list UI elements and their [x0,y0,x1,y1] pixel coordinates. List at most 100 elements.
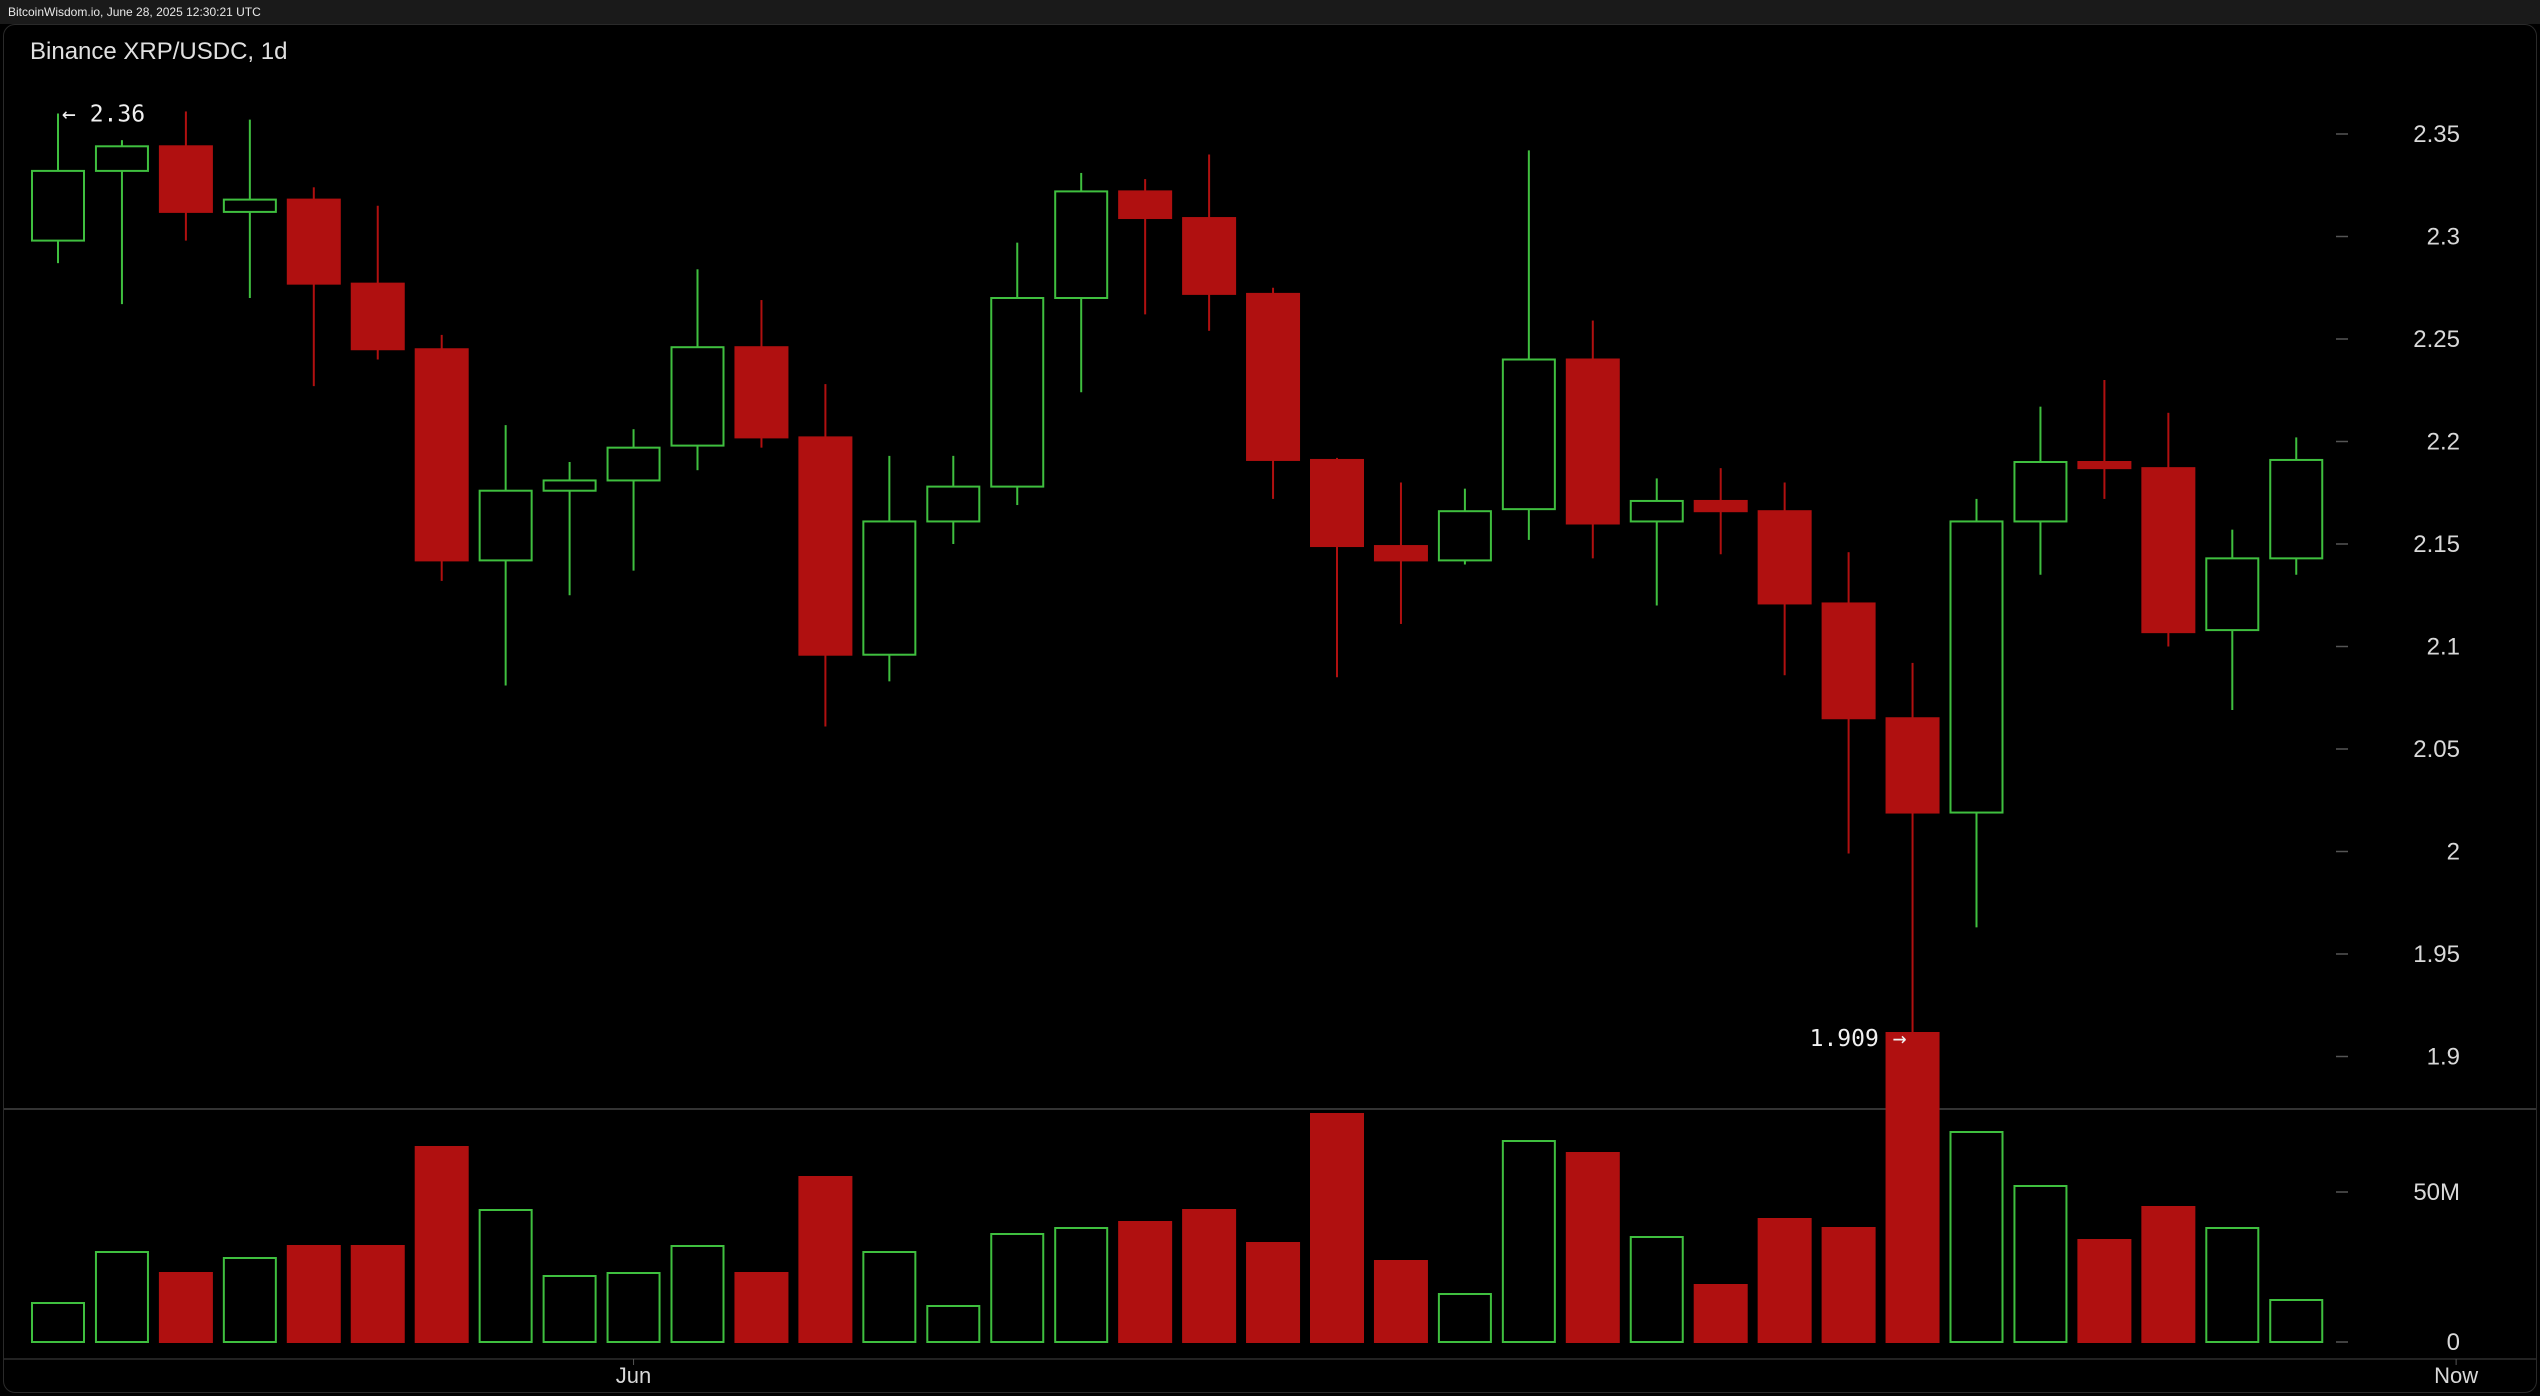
candle-body [542,479,597,492]
volume-bar[interactable] [1310,1113,1364,1343]
candle[interactable] [1693,468,1748,555]
candle[interactable] [1885,662,1940,1039]
volume-bar[interactable] [734,1272,789,1343]
volume-bar[interactable] [1821,1227,1876,1343]
candle[interactable] [1373,482,1428,624]
candle-body [1373,545,1428,562]
candle[interactable] [31,113,85,264]
price-axis: 2.35 2.3 2.25 2.2 2.15 2.1 2.05 2 1.95 1.9 [2336,121,2460,1071]
volume-bar[interactable] [478,1209,533,1343]
candle[interactable] [1118,179,1173,315]
high-annotation: ← 2.36 [62,102,145,128]
candle[interactable] [2141,412,2196,647]
candle[interactable] [414,334,469,581]
candle-body [1949,520,2004,814]
candle[interactable] [350,205,405,360]
volume-bar[interactable] [1246,1242,1301,1343]
candle-body [2269,458,2324,560]
candle-body [2077,461,2132,470]
volume-bar[interactable] [158,1272,213,1343]
candle[interactable] [670,269,725,471]
volume-bar[interactable] [798,1176,853,1343]
candle-body [2205,557,2260,632]
volume-bar[interactable] [926,1305,981,1343]
candle[interactable] [1565,320,1620,559]
candle-body [478,489,533,562]
candle[interactable] [2013,406,2068,575]
candle-body [1565,358,1620,525]
volume-bar[interactable] [31,1302,85,1343]
candle[interactable] [862,455,917,682]
volume-bar[interactable] [1118,1221,1173,1343]
timestamp: BitcoinWisdom.io, June 28, 2025 12:30:21… [8,5,261,19]
candle[interactable] [1949,498,2004,928]
candle[interactable] [990,242,1045,506]
candle[interactable] [286,187,341,387]
chart-title: Binance XRP/USDC, 1d [30,38,288,65]
volume-bar[interactable] [1757,1218,1812,1343]
candle-body [1054,190,1109,299]
candle-body [222,198,277,213]
candle[interactable] [1437,488,1492,565]
volume-bar[interactable] [1629,1236,1684,1343]
candle-body [2013,461,2068,523]
candle[interactable] [94,140,149,305]
volume-bar[interactable] [2205,1227,2260,1343]
volume-bar[interactable] [606,1272,661,1343]
volume-bar[interactable] [1373,1260,1428,1343]
volume-bar[interactable] [1885,1032,1940,1343]
candle[interactable] [542,462,597,596]
candle[interactable] [606,429,661,571]
volume-bar[interactable] [222,1257,277,1343]
candle[interactable] [1629,478,1684,606]
volume-bar[interactable] [542,1275,597,1343]
candles [31,111,2324,1039]
volume-bar[interactable] [1182,1209,1237,1343]
volume-bar[interactable] [94,1251,149,1343]
volume-bar[interactable] [414,1146,469,1343]
candle-body [414,348,469,562]
volume-bar[interactable] [1565,1152,1620,1343]
candle[interactable] [926,455,981,544]
volume-bar[interactable] [862,1251,917,1343]
volume-bar[interactable] [2077,1239,2132,1343]
candle-body [734,346,789,439]
candle[interactable] [1182,154,1237,331]
price-tick-label: 1.9 [2427,1044,2460,1071]
candle[interactable] [222,119,277,298]
candle[interactable] [1757,482,1812,676]
volume-bar[interactable] [1437,1293,1492,1343]
candle-body [670,346,725,447]
volume-bar[interactable] [1054,1227,1109,1343]
candle[interactable] [734,300,789,448]
time-tick-label: Jun [616,1363,651,1388]
candle[interactable] [478,425,533,686]
candle[interactable] [2077,380,2132,499]
candle[interactable] [1054,172,1109,393]
volume-bar[interactable] [670,1245,725,1343]
candle[interactable] [798,384,853,727]
candle[interactable] [158,111,213,241]
volume-bar[interactable] [286,1245,341,1343]
candle[interactable] [1310,457,1364,678]
candle-body [990,297,1045,488]
candle[interactable] [1246,287,1301,499]
candle-body [94,145,149,172]
candle[interactable] [1821,552,1876,854]
volume-bar[interactable] [350,1245,405,1343]
price-tick-label: 2 [2447,839,2460,866]
volume-bar[interactable] [1693,1284,1748,1343]
volume-bar[interactable] [2141,1206,2196,1343]
volume-bar[interactable] [1501,1140,1556,1343]
candle-body [1629,499,1684,523]
candle-body [1246,292,1301,461]
candle[interactable] [2269,437,2324,575]
volume-bar[interactable] [990,1233,1045,1343]
candle-body [1821,602,1876,720]
candle[interactable] [1501,150,1556,540]
candle[interactable] [2205,529,2260,711]
volume-bar[interactable] [1949,1131,2004,1343]
volume-bar[interactable] [2269,1299,2324,1343]
volume-bar[interactable] [2013,1185,2068,1343]
